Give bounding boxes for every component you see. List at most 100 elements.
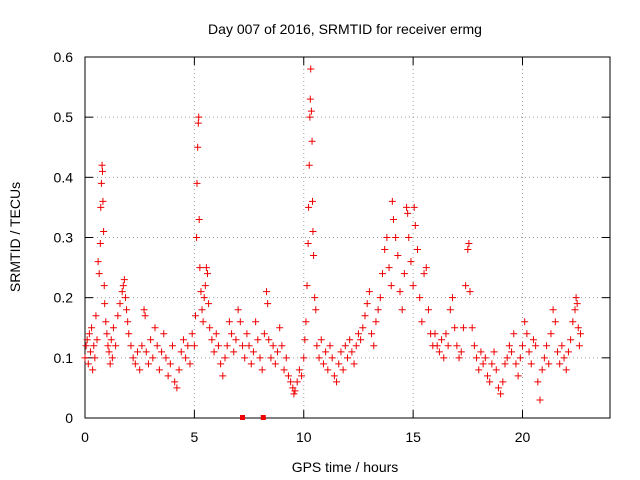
data-point xyxy=(271,360,279,368)
data-point xyxy=(490,348,498,356)
data-point xyxy=(109,324,117,332)
data-point xyxy=(346,336,354,344)
data-point xyxy=(149,354,157,362)
data-point xyxy=(199,318,207,326)
data-point xyxy=(97,179,105,187)
data-point xyxy=(322,348,330,356)
data-point xyxy=(475,366,483,374)
chart-title: Day 007 of 2016, SRMTID for receiver erm… xyxy=(208,21,482,37)
data-point xyxy=(361,312,369,320)
data-point xyxy=(164,372,172,380)
data-point xyxy=(359,324,367,332)
data-point xyxy=(305,161,313,169)
baseline-marker xyxy=(240,415,245,420)
data-point xyxy=(569,318,577,326)
data-point xyxy=(562,366,570,374)
data-point xyxy=(381,246,389,254)
data-point xyxy=(81,354,89,362)
data-point xyxy=(376,294,384,302)
data-point xyxy=(260,330,268,338)
data-point xyxy=(290,390,298,398)
data-point xyxy=(455,354,463,362)
data-point xyxy=(234,306,242,314)
data-point xyxy=(422,264,430,272)
data-point xyxy=(523,330,531,338)
data-point xyxy=(576,330,584,338)
data-point xyxy=(256,354,264,362)
data-point xyxy=(344,354,351,362)
data-point xyxy=(400,270,408,278)
data-point xyxy=(210,348,218,356)
data-point xyxy=(160,330,168,338)
x-axis-label: GPS time / hours xyxy=(292,459,399,475)
data-point xyxy=(396,288,404,296)
data-point xyxy=(196,264,204,272)
data-point xyxy=(200,294,208,302)
data-point xyxy=(536,396,544,404)
data-point xyxy=(102,318,110,326)
baseline-marker xyxy=(260,415,266,420)
data-point xyxy=(304,240,312,248)
y-tick-label: 0.3 xyxy=(54,230,74,246)
data-point xyxy=(124,318,132,326)
data-point xyxy=(217,360,225,368)
x-tick-label: 0 xyxy=(81,429,89,445)
data-point xyxy=(175,366,183,374)
data-point xyxy=(407,258,415,266)
data-point xyxy=(388,197,396,205)
data-point xyxy=(309,197,316,205)
data-point xyxy=(479,360,487,368)
data-point xyxy=(446,306,454,314)
data-point xyxy=(127,342,135,350)
data-point xyxy=(505,342,513,350)
data-point xyxy=(125,330,133,338)
data-point xyxy=(503,354,511,362)
data-point xyxy=(403,203,411,211)
data-point xyxy=(387,282,395,290)
data-point xyxy=(357,336,365,344)
data-point xyxy=(440,354,448,362)
data-point xyxy=(182,354,190,362)
data-point xyxy=(572,294,580,302)
data-point xyxy=(284,372,292,380)
data-point xyxy=(280,366,288,374)
data-point xyxy=(311,294,319,302)
y-tick-label: 0.5 xyxy=(54,109,74,125)
data-point xyxy=(228,330,236,338)
data-point xyxy=(339,366,347,374)
data-point xyxy=(521,318,529,326)
data-point xyxy=(488,360,496,368)
data-point xyxy=(368,330,376,338)
baseline-markers xyxy=(240,415,266,420)
data-point xyxy=(525,348,533,356)
data-point xyxy=(245,342,253,350)
axis-ticks xyxy=(84,56,610,419)
data-point xyxy=(141,312,149,320)
data-point xyxy=(142,348,150,356)
data-point xyxy=(370,342,378,350)
data-point xyxy=(486,378,494,386)
data-point xyxy=(538,366,546,374)
data-point xyxy=(298,372,306,380)
data-point xyxy=(93,336,101,344)
data-point xyxy=(278,342,286,350)
data-point xyxy=(305,203,313,211)
data-point xyxy=(223,342,231,350)
data-point xyxy=(416,294,424,302)
data-point xyxy=(309,227,317,235)
data-point xyxy=(324,366,332,374)
y-tick-label: 0.6 xyxy=(54,49,74,65)
data-point xyxy=(225,318,233,326)
data-point xyxy=(108,354,116,362)
data-point xyxy=(348,348,356,356)
data-point xyxy=(158,348,166,356)
data-point xyxy=(104,342,112,350)
data-point xyxy=(166,360,174,368)
data-point xyxy=(153,342,161,350)
data-point xyxy=(532,342,540,350)
data-point xyxy=(405,234,413,241)
data-point xyxy=(435,348,443,356)
data-point xyxy=(100,282,108,290)
data-point xyxy=(554,348,561,356)
data-point xyxy=(394,252,402,260)
